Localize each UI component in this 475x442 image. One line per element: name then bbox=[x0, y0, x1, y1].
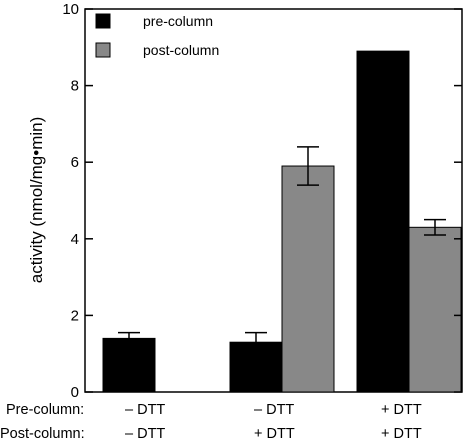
legend: pre-column post-column bbox=[95, 13, 219, 58]
y-tick-label: 6 bbox=[71, 154, 79, 171]
bar-post-column-2 bbox=[281, 165, 335, 393]
condition-row-label-post-column: Post-column: bbox=[0, 426, 85, 442]
legend-swatch-post-column bbox=[95, 42, 111, 58]
y-tick-label: 8 bbox=[71, 78, 79, 95]
legend-swatch-pre-column bbox=[95, 13, 111, 29]
condition-cell: – DTT bbox=[254, 402, 294, 418]
condition-cell: – DTT bbox=[125, 402, 165, 418]
legend-label-pre-column: pre-column bbox=[143, 13, 213, 29]
error-bar-post-column-3 bbox=[424, 218, 446, 236]
y-axis: 0 2 4 6 8 10 bbox=[62, 1, 462, 401]
error-bar-pre-column-1 bbox=[118, 331, 140, 345]
condition-cell: – DTT bbox=[125, 426, 165, 442]
error-bars-group bbox=[118, 146, 446, 353]
condition-cell: + DTT bbox=[381, 402, 422, 418]
y-tick-label: 0 bbox=[71, 384, 79, 401]
condition-cell: + DTT bbox=[381, 426, 422, 442]
y-tick-label: 10 bbox=[62, 1, 79, 18]
condition-table: Pre-column: – DTT – DTT + DTT Post-colum… bbox=[0, 402, 422, 442]
y-tick-label: 4 bbox=[71, 231, 79, 248]
bar-post-column-3 bbox=[408, 226, 462, 393]
bars-group bbox=[102, 50, 462, 393]
error-bar-post-column-2 bbox=[297, 146, 319, 186]
condition-row-label-pre-column: Pre-column: bbox=[6, 402, 84, 418]
bar-pre-column-1 bbox=[102, 337, 156, 393]
legend-label-post-column: post-column bbox=[143, 42, 219, 58]
error-bar-pre-column-2 bbox=[245, 331, 267, 353]
y-axis-label: activity (nmol/mg•min) bbox=[27, 117, 46, 284]
bar-pre-column-3 bbox=[356, 50, 410, 393]
y-tick-label: 2 bbox=[71, 307, 79, 324]
condition-cell: + DTT bbox=[254, 426, 295, 442]
